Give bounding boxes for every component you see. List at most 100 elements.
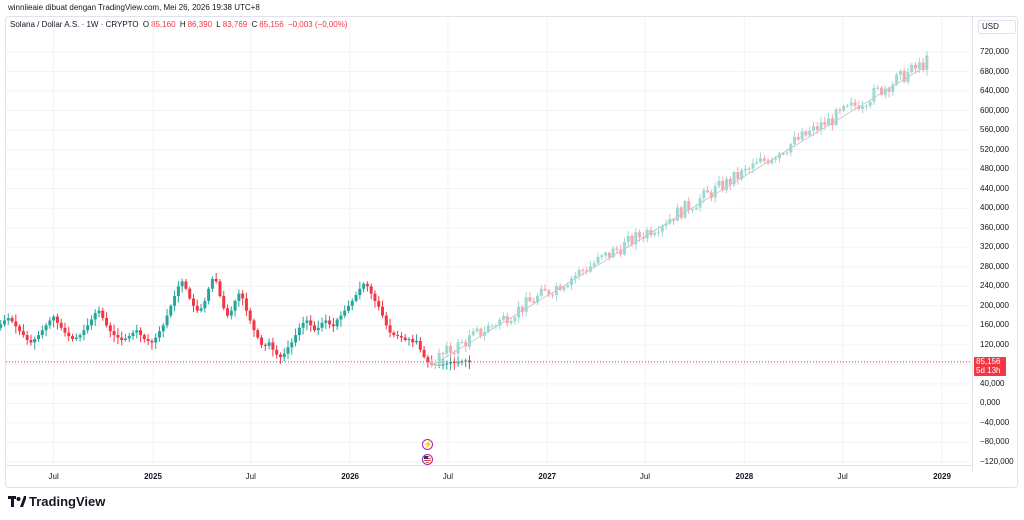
projection-candle	[755, 162, 759, 164]
projection-candle	[543, 288, 547, 291]
time-axis-tick: Jul	[48, 472, 59, 481]
price-candle	[233, 300, 237, 311]
projection-candle	[902, 70, 906, 82]
projection-candle	[675, 207, 679, 221]
projection-candle	[880, 87, 884, 95]
projection-candle	[842, 106, 846, 111]
price-candle	[184, 281, 188, 289]
price-axis-tick: −80,000	[980, 437, 1010, 447]
projection-candle	[921, 62, 925, 70]
projection-candle	[876, 87, 880, 89]
price-candle	[10, 318, 14, 322]
projection-candle	[883, 88, 887, 95]
projection-candle	[777, 153, 781, 159]
price-candle	[48, 320, 52, 326]
close-value: 85,156	[259, 20, 284, 29]
projection-candle	[672, 219, 676, 221]
price-candle	[237, 293, 241, 301]
symbol-title[interactable]: Solana / Dollar A.S. · 1W · CRYPTO	[10, 20, 139, 29]
price-candle	[415, 340, 419, 343]
price-axis-border	[972, 17, 973, 472]
price-candle	[105, 318, 109, 326]
price-axis-tick: −120,000	[980, 457, 1014, 466]
projection-candle	[622, 242, 626, 255]
price-candle	[229, 310, 233, 316]
price-candle	[305, 320, 309, 323]
price-candle	[384, 315, 388, 326]
time-axis-tick: 2026	[341, 472, 360, 481]
projection-candle	[728, 178, 732, 185]
price-candle	[275, 349, 279, 355]
projection-candle	[437, 353, 441, 365]
currency-button[interactable]: USD	[978, 20, 1016, 34]
price-candle	[78, 335, 82, 338]
price-candle	[278, 354, 282, 358]
price-candle	[248, 310, 252, 321]
price-axis-tick: 240,000	[980, 281, 1009, 291]
projection-candle	[766, 160, 770, 164]
price-candle	[320, 322, 324, 328]
price-candle	[89, 319, 93, 326]
us-flag-icon[interactable]	[422, 454, 433, 465]
projection-candle	[706, 190, 710, 193]
projection-candle	[596, 256, 600, 264]
price-candle	[297, 327, 301, 336]
projection-candle	[524, 297, 528, 312]
projection-candle	[785, 152, 789, 154]
projection-candle	[830, 118, 834, 125]
projection-candle	[872, 87, 876, 102]
projection-candle	[520, 306, 524, 312]
price-candle	[207, 288, 211, 301]
projection-candle	[721, 180, 725, 191]
projection-candle	[566, 285, 570, 287]
price-candle	[157, 331, 161, 338]
projection-candle	[691, 209, 695, 211]
projection-candle	[615, 248, 619, 250]
price-axis-tick: 400,000	[980, 203, 1009, 213]
projection-candle	[834, 109, 838, 125]
projection-candle	[914, 64, 918, 69]
projection-candle	[770, 159, 774, 164]
tradingview-logo[interactable]: TradingView	[8, 494, 105, 509]
time-axis-tick: Jul	[837, 472, 848, 481]
projection-candle	[532, 301, 536, 303]
price-candle	[0, 324, 3, 328]
projection-candle	[887, 88, 891, 92]
projection-candle	[759, 158, 763, 163]
projection-candle	[743, 168, 747, 171]
time-axis-border	[6, 465, 972, 466]
projection-candle	[490, 325, 494, 327]
price-candle	[392, 332, 396, 336]
price-candle	[29, 339, 33, 343]
price-candle	[244, 298, 248, 311]
projection-candle	[660, 225, 664, 232]
projection-candle	[577, 270, 581, 276]
price-axis-tick: 720,000	[980, 47, 1009, 56]
price-candle	[335, 319, 339, 327]
projection-candle	[509, 321, 513, 324]
price-candle	[441, 364, 445, 366]
price-candle	[399, 336, 403, 338]
projection-candle	[460, 341, 464, 343]
price-candle	[418, 340, 422, 350]
projection-candle	[430, 361, 434, 366]
attribution-header: winniieaie dibuat dengan TradingView.com…	[8, 3, 260, 12]
price-candle	[150, 340, 154, 343]
price-candle	[142, 335, 146, 339]
projection-candle	[600, 255, 604, 257]
price-candle	[71, 336, 75, 339]
projection-candle	[611, 248, 615, 258]
projection-candle	[838, 109, 842, 111]
projection-candle	[857, 105, 861, 109]
projection-candle	[445, 345, 449, 354]
price-candle	[411, 339, 415, 343]
price-candle	[460, 361, 464, 363]
price-candle	[407, 339, 411, 340]
projection-candle	[558, 285, 562, 290]
projection-candle	[479, 328, 483, 336]
lightning-icon[interactable]: ⚡	[422, 439, 433, 450]
price-candle	[290, 342, 294, 348]
price-candle	[464, 360, 468, 362]
projection-candle	[634, 232, 638, 245]
